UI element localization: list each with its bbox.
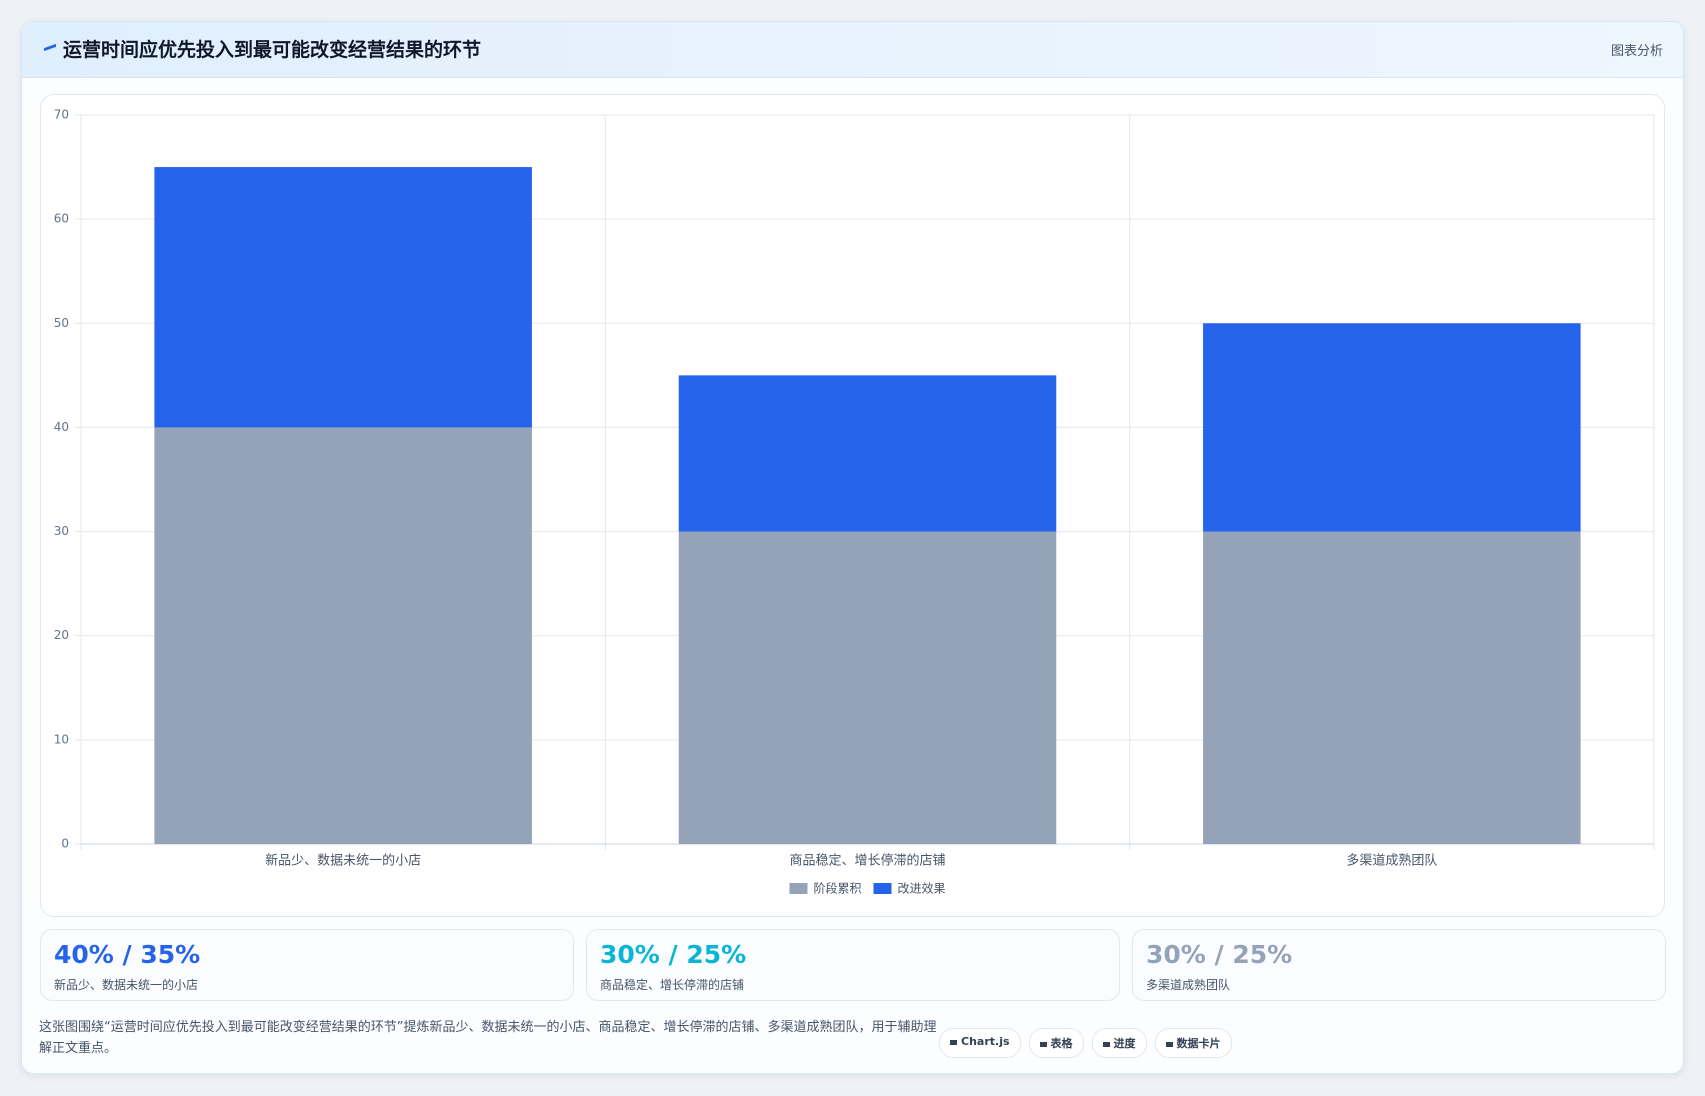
x-tick-label: 新品少、数据未统一的小店 [265,853,421,869]
y-tick-label: 0 [61,837,69,851]
x-tick-label: 商品稳定、增长停滞的店铺 [789,853,945,869]
y-tick-label: 20 [54,628,69,642]
tag[interactable]: Chart.js [939,1028,1021,1058]
bar-segment [154,427,532,844]
stat-label: 新品少、数据未统一的小店 [54,978,199,992]
chart: 0 10 20 30 40 50 60 70 新品少、数据未统一的小店 商品稳定、增长停滞的店铺 多… [54,108,1655,896]
tag[interactable]: 数据卡片 [1154,1028,1232,1058]
stat-label: 多渠道成熟团队 [1146,978,1231,992]
stat-card: 30% / 25% 商品稳定、增长停滞的店铺 [586,929,1120,1001]
y-tick-label: 70 [54,108,69,122]
chart-panel: 0 10 20 30 40 50 60 70 新品少、数据未统一的小店 商品稳定、增长停滞的店铺 多… [40,94,1665,917]
y-tick-label: 40 [54,420,69,434]
stat-card: 30% / 25% 多渠道成熟团队 [1132,929,1666,1001]
header-icon [44,43,56,52]
y-tick-label: 60 [54,212,69,226]
stat-value: 30% / 25% [600,940,747,969]
y-tick-label: 30 [54,524,69,538]
legend-swatch [873,883,892,894]
legend-swatch [789,883,808,894]
y-tick-label: 10 [54,732,69,746]
x-tick-label: 多渠道成熟团队 [1346,853,1437,869]
bar-segment [1203,531,1581,844]
stat-value: 30% / 25% [1146,940,1293,969]
y-tick-label: 50 [54,316,69,330]
tags: Chart.js 表格 进度 数据卡片 [939,1028,1232,1058]
bar-segment [154,167,532,428]
bar-segment [1203,323,1581,532]
legend-label: 阶段累积 [813,881,861,896]
bar-segment [678,531,1057,844]
header-badge[interactable]: 图表分析 [1610,44,1663,59]
stat-card: 40% / 35% 新品少、数据未统一的小店 [40,929,574,1001]
stat-value: 40% / 35% [54,940,201,969]
bar-segment [678,375,1057,532]
footer-text: 这张图围绕“运营时间应优先投入到最可能改变经营结果的环节”提炼新品少、数据未统一… [39,1020,937,1056]
tag[interactable]: 表格 [1028,1028,1084,1058]
tag[interactable]: 进度 [1091,1028,1147,1058]
chart-title: 运营时间应优先投入到最可能改变经营结果的环节 [63,39,482,61]
card: 运营时间应优先投入到最可能改变经营结果的环节 图表分析 0 10 20 30 40 50 6… [21,21,1684,1074]
legend: 阶段累积 改进效果 [789,881,946,896]
stat-label: 商品稳定、增长停滞的店铺 [600,978,745,992]
header: 运营时间应优先投入到最可能改变经营结果的环节 图表分析 [22,22,1683,78]
legend-label: 改进效果 [898,881,946,896]
